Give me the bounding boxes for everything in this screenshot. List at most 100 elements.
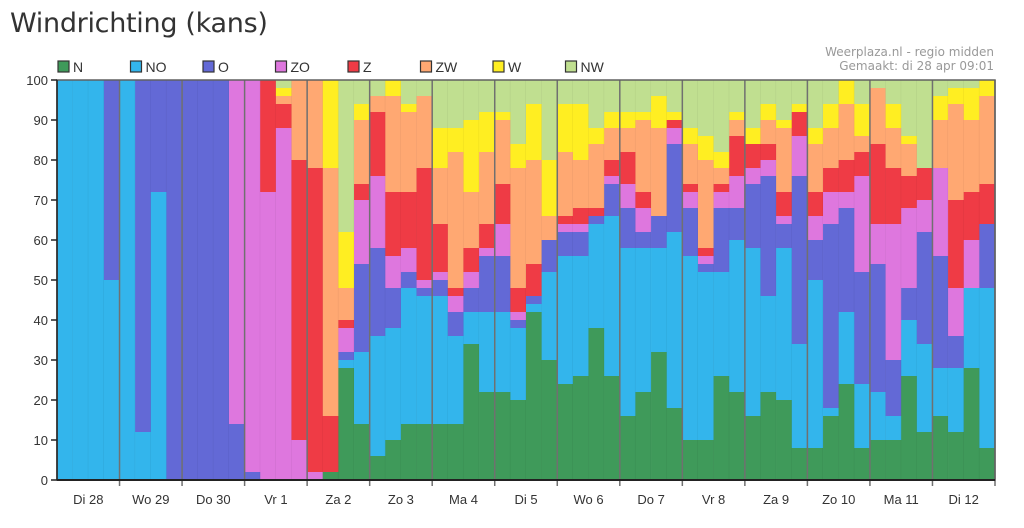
bar-segment-n: [729, 392, 746, 480]
bar-segment-o: [666, 144, 683, 232]
bar-segment-o: [400, 272, 417, 288]
bar-segment-zw: [963, 120, 980, 192]
bar-segment-zo: [338, 328, 355, 352]
bar-segment-nw: [791, 80, 808, 104]
legend-item-z[interactable]: Z: [347, 59, 372, 75]
bar-segment-z: [744, 144, 761, 168]
bar-segment-o: [526, 296, 542, 304]
bar-segment-zw: [275, 96, 292, 104]
bar-segment-w: [275, 88, 292, 96]
x-tick-label: Wo 6: [573, 492, 603, 507]
bar-segment-o: [103, 80, 120, 280]
bar-segment-w: [760, 104, 777, 120]
bar-segment-zo: [760, 160, 777, 176]
bar-segment-zo: [572, 224, 589, 232]
bar-segment-nw: [901, 80, 918, 136]
bar-segment-w: [791, 104, 808, 112]
chart-title: Windrichting (kans): [10, 8, 268, 39]
legend-label: Z: [363, 59, 372, 75]
bar-segment-w: [541, 160, 558, 216]
bar-segment-zw: [354, 120, 370, 184]
legend-swatch: [347, 60, 360, 73]
bar-segment-zw: [823, 128, 839, 168]
bar-segment-zw: [432, 168, 449, 224]
bar-segment-no: [135, 432, 152, 480]
bar-segment-o: [932, 256, 949, 368]
bar-segment-nw: [682, 80, 699, 128]
legend-item-zo[interactable]: ZO: [274, 59, 311, 75]
legend-item-w[interactable]: W: [492, 59, 522, 75]
legend-item-n[interactable]: N: [57, 59, 83, 75]
bar-segment-no: [729, 240, 746, 392]
bar-segment-no: [744, 248, 761, 416]
y-tick-label: 40: [34, 313, 48, 328]
bar-segment-no: [479, 312, 496, 392]
credit-source: Weerplaza.nl - regio midden: [825, 45, 994, 59]
bar-segment-no: [807, 280, 824, 448]
bar-segment-o: [463, 288, 480, 312]
bar-segment-o: [385, 288, 402, 328]
bar-segment-n: [791, 448, 808, 480]
bar-segment-zw: [651, 128, 667, 216]
bar-segment-zo: [244, 80, 261, 472]
bar-segment-no: [854, 384, 871, 448]
bar-segment-nw: [369, 80, 386, 96]
bar-segment-o: [447, 312, 464, 336]
bar-segment-z: [588, 208, 605, 216]
x-tick-label: Za 9: [763, 492, 789, 507]
bar-segment-o: [213, 80, 230, 480]
bar-segment-n: [916, 432, 933, 480]
bar-segment-n: [932, 416, 949, 480]
bar-segment-zo: [385, 256, 402, 288]
bar-segment-z: [776, 192, 793, 216]
bar-segment-zo: [744, 168, 761, 184]
bar-segment-no: [869, 392, 886, 440]
bar-segment-zo: [260, 192, 277, 480]
bar-segment-n: [666, 408, 683, 480]
bar-segment-z: [963, 192, 980, 240]
bar-segment-zw: [838, 104, 855, 160]
bar-segment-no: [463, 312, 480, 344]
bar-segment-no: [885, 416, 902, 440]
bar-segment-n: [354, 424, 370, 480]
bar-segment-n: [901, 376, 918, 480]
bar-segment-zo: [901, 208, 918, 288]
legend-item-nw[interactable]: NW: [564, 59, 605, 75]
bar-segment-w: [651, 96, 667, 128]
bar-segment-o: [244, 472, 261, 480]
bar-segment-zw: [697, 160, 714, 248]
bar-segment-n: [760, 392, 777, 480]
bar-segment-zw: [322, 168, 339, 416]
bar-segment-no: [776, 248, 793, 400]
bar-segment-w: [588, 128, 605, 144]
bar-segment-zo: [713, 192, 730, 208]
bar-segment-nw: [463, 80, 480, 120]
legend-item-o[interactable]: O: [202, 59, 229, 75]
bar-segment-zw: [979, 96, 996, 184]
bar-segment-z: [510, 288, 527, 312]
bar-segment-o: [869, 264, 886, 392]
bar-segment-z: [791, 112, 808, 136]
legend-swatch: [202, 60, 215, 73]
bar-segment-z: [916, 168, 933, 200]
bar-segment-n: [588, 328, 605, 480]
bar-segment-no: [572, 256, 589, 376]
legend-swatch: [492, 60, 505, 73]
bar-segment-nw: [823, 80, 839, 104]
bar-segment-zw: [948, 104, 965, 200]
bar-segment-nw: [510, 80, 527, 144]
bar-segment-nw: [948, 80, 965, 88]
legend-item-zw[interactable]: ZW: [419, 59, 459, 75]
legend-item-no[interactable]: NO: [129, 59, 167, 75]
bar-segment-w: [885, 104, 902, 128]
bar-segment-o: [604, 184, 621, 216]
bar-segment-w: [948, 88, 965, 104]
bar-segment-nw: [807, 80, 824, 128]
bar-segment-zw: [901, 144, 918, 176]
bar-segment-z: [572, 208, 589, 224]
bar-segment-n: [619, 416, 636, 480]
bar-segment-no: [979, 288, 996, 448]
y-tick-label: 80: [34, 153, 48, 168]
bar-segment-zo: [432, 272, 449, 280]
bar-segment-no: [651, 248, 667, 352]
